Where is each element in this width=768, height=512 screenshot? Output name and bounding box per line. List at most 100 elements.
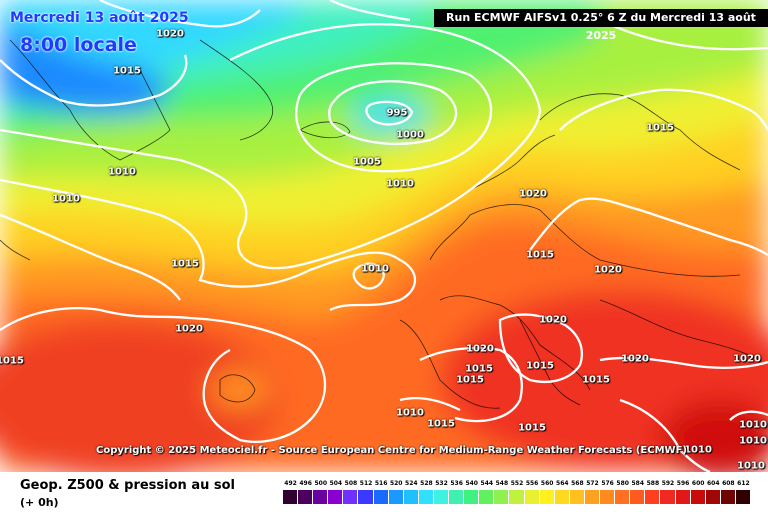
isobar-label: 1020: [466, 343, 494, 355]
scale-tick-label: 604: [706, 480, 720, 487]
isobar-label: 1015: [526, 249, 554, 261]
scale-swatch: [539, 490, 554, 504]
scale-swatch: [584, 490, 600, 504]
scale-tick-label: 572: [586, 480, 599, 487]
isobars: [0, 0, 768, 472]
scale-swatch: [283, 490, 298, 504]
scale-swatch: [403, 490, 418, 504]
scale-swatch: [690, 490, 705, 504]
scale-tick-label: 552: [510, 480, 524, 487]
scale-tick-label: 588: [646, 480, 660, 487]
isobar-label: 1015: [518, 422, 546, 434]
scale-tick-label: 580: [616, 480, 629, 487]
scale-swatch: [418, 490, 433, 504]
scale-swatch: [328, 490, 343, 504]
isobar-label: 1015: [582, 374, 610, 386]
isobar-label: 1020: [621, 353, 649, 365]
isobar-label: 1015: [456, 374, 484, 386]
scale-tick-label: 564: [556, 480, 569, 487]
coastlines: [0, 39, 761, 409]
isobar-label: 1015: [0, 355, 24, 367]
isobar-label: 1010: [386, 178, 414, 190]
isobar-label: 1015: [646, 122, 674, 134]
scale-swatch: [433, 490, 449, 504]
scale-tick-label: 504: [329, 480, 343, 487]
scale-swatch: [388, 490, 403, 504]
scale-tick-label: 596: [676, 480, 690, 487]
scale-swatch: [705, 490, 720, 504]
isobar-label: 1020: [733, 353, 761, 365]
scale-swatch: [554, 490, 569, 504]
scale-tick-label: 508: [344, 480, 358, 487]
scale-tick-label: 576: [601, 480, 614, 487]
local-time: 8:00 locale: [20, 34, 137, 56]
legend-subtitle: (+ 0h): [20, 496, 59, 509]
scale-tick-label: 612: [737, 480, 750, 487]
isobar-label: 1015: [526, 360, 554, 372]
scale-swatch: [569, 490, 584, 504]
legend-panel: Geop. Z500 & pression au sol (+ 0h) 492 4…: [0, 472, 768, 512]
weather-map: Run ECMWF AIFSv1 0.25° 6 Z du Mercredi 1…: [0, 0, 768, 472]
isobar-label: 1020: [594, 264, 622, 276]
scale-tick-label: 556: [525, 480, 539, 487]
scale-tick-label: 600: [691, 480, 705, 487]
scale-tick-label: 516: [374, 480, 388, 487]
isobar-label: 1020: [175, 323, 203, 335]
scale-tick-label: 584: [631, 480, 645, 487]
scale-swatch: [509, 490, 524, 504]
isobar-label: 1010: [739, 419, 767, 431]
scale-tick-label: 512: [359, 480, 373, 487]
scale-swatch: [615, 490, 630, 504]
isobar-label: 1010: [52, 193, 80, 205]
scale-swatch: [479, 490, 494, 504]
isobar-label: 1020: [156, 28, 184, 40]
isobar-label: 1010: [396, 407, 424, 419]
scale-swatch: [660, 490, 675, 504]
scale-swatch: [600, 490, 615, 504]
isobar-label: 1015: [113, 65, 141, 77]
forecast-date: Mercredi 13 août 2025: [10, 10, 189, 26]
scale-tick-label: 568: [571, 480, 584, 487]
scale-swatch: [343, 490, 358, 504]
isobar-label: 1020: [519, 188, 547, 200]
scale-tick-label: 492: [284, 480, 297, 487]
scale-swatch: [449, 490, 464, 504]
scale-tick-label: 560: [540, 480, 554, 487]
isobar-label: 995: [386, 107, 408, 119]
scale-swatch: [464, 490, 479, 504]
legend-title: Geop. Z500 & pression au sol: [20, 478, 235, 493]
scale-tick-label: 500: [314, 480, 327, 487]
isobar-label: 1015: [465, 363, 493, 375]
scale-swatch: [630, 490, 645, 504]
scale-swatch: [373, 490, 388, 504]
scale-tick-label: 496: [299, 480, 312, 487]
scale-tick-label: 592: [661, 480, 675, 487]
isobar-label: 1015: [427, 418, 455, 430]
scale-swatch: [675, 490, 690, 504]
scale-swatch: [313, 490, 328, 504]
scale-tick-label: 532: [435, 480, 448, 487]
isobar-label: 1010: [108, 166, 136, 178]
copyright-notice: Copyright © 2025 Meteociel.fr - Source E…: [96, 445, 687, 456]
scale-tick-label: 528: [420, 480, 433, 487]
scale-tick-label: 608: [722, 480, 735, 487]
scale-tick-label: 548: [495, 480, 509, 487]
isobar-label: 1010: [361, 263, 389, 275]
scale-tick-label: 520: [389, 480, 403, 487]
scale-swatch: [720, 490, 735, 504]
scale-swatch: [358, 490, 373, 504]
scale-tick-label: 544: [480, 480, 494, 487]
color-scale: 492 496 500 504 508 512 516 520 524 528 532 536 540 5…: [283, 480, 751, 510]
isobar-label: 1005: [353, 156, 381, 168]
isobar-label: 1010: [684, 444, 712, 456]
map-field: [0, 0, 768, 472]
scale-tick-label: 524: [405, 480, 418, 487]
isobar-label: 1000: [396, 129, 424, 141]
isobar-label: 1010: [739, 435, 767, 447]
scale-swatch: [735, 490, 750, 504]
z500-color-field: [0, 0, 768, 472]
isobar-label: 1015: [171, 258, 199, 270]
scale-tick-label: 540: [465, 480, 478, 487]
isobar-label: 1020: [539, 314, 567, 326]
scale-swatch: [645, 490, 660, 504]
